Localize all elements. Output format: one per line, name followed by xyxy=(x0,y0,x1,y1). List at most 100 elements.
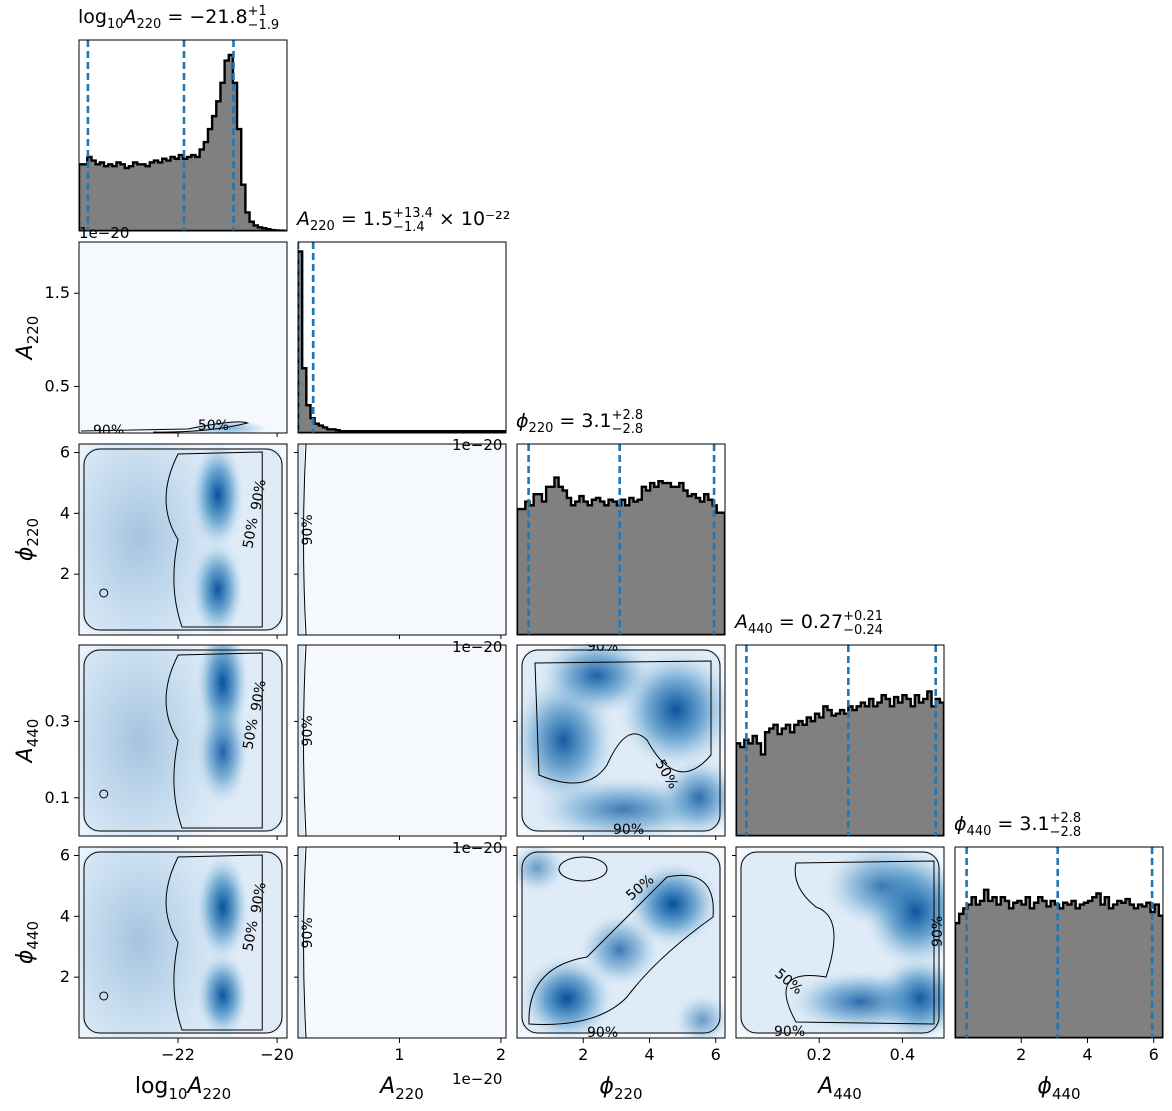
panel-hist-phi440 xyxy=(954,846,1164,1039)
panel-frame xyxy=(78,39,288,232)
histogram-bars xyxy=(736,690,944,836)
contour-island xyxy=(99,588,109,598)
contour-island xyxy=(558,856,608,882)
panel-phi440-vs-log10A220: 50%90% xyxy=(78,846,288,1039)
panel-phi220-vs-log10A220: 50%90% xyxy=(78,443,288,636)
y-tick-label: 2 xyxy=(60,967,70,986)
contour-90 xyxy=(83,448,283,631)
y-axis-label-phi440: ϕ440 xyxy=(13,921,42,964)
panel-frame xyxy=(78,644,288,837)
contour-label-90-top: 90% xyxy=(587,639,618,655)
panel-phi220-vs-A220: 90% xyxy=(297,443,507,636)
panel-frame xyxy=(78,443,288,636)
density-core xyxy=(630,865,716,944)
density-background xyxy=(298,645,506,836)
x-tick-label: 6 xyxy=(711,1045,721,1064)
density-background xyxy=(298,444,506,635)
density-core xyxy=(662,761,725,835)
panel-frame xyxy=(516,443,726,636)
density-core xyxy=(524,959,610,1038)
y-axis-label-A440: A440 xyxy=(13,719,42,765)
panel-title-A220: A220 = 1.5+13.4 −1.4 × 10⁻²² xyxy=(295,206,510,235)
x-tick-label: 0.4 xyxy=(890,1045,915,1064)
contour-label-50: 50% xyxy=(240,717,261,750)
x-tick-label: 2 xyxy=(578,1045,588,1064)
density-core xyxy=(828,847,935,925)
offset-text-row4: 1e−20 xyxy=(452,839,502,857)
contour-90 xyxy=(521,649,721,832)
contour-island xyxy=(99,789,109,799)
panel-frame xyxy=(735,644,945,837)
panel-frame xyxy=(297,241,507,434)
panel-hist-A440 xyxy=(735,644,945,837)
panel-frame xyxy=(78,241,288,434)
y-tick-label: 4 xyxy=(60,906,70,925)
panel-phi440-vs-A220: 90% xyxy=(297,846,507,1039)
panel-frame xyxy=(735,846,945,1039)
y-tick-label: 0.3 xyxy=(45,711,70,730)
y-tick-label: 6 xyxy=(60,443,70,462)
contour-label-90: 90% xyxy=(587,1025,618,1041)
contour-label-90: 90% xyxy=(248,679,269,712)
density-strip xyxy=(298,847,304,1038)
y-tick-label: 4 xyxy=(60,503,70,522)
histogram-bars xyxy=(517,476,725,635)
panel-A220-vs-log10A220: 50% 90% xyxy=(78,241,288,439)
contour-90 xyxy=(303,645,307,836)
histogram-bars xyxy=(298,250,506,433)
density-strip xyxy=(298,444,304,635)
offset-text-row3: 1e−20 xyxy=(452,638,502,656)
x-axis-label-log10A220: log10A220 xyxy=(135,1074,231,1103)
contour-label-90: 90% xyxy=(300,715,316,746)
density-core xyxy=(79,444,234,635)
x-tick-label: 1 xyxy=(394,1045,404,1064)
x-tick-label: 2 xyxy=(1016,1045,1026,1064)
x-tick-label: 0.2 xyxy=(806,1045,831,1064)
x-tick-label: 4 xyxy=(644,1045,654,1064)
panel-frame xyxy=(78,846,288,1039)
contour-island xyxy=(99,991,109,1001)
contour-label-90: 90% xyxy=(613,822,644,838)
histogram-bars xyxy=(79,53,287,231)
contour-label-50: 50% xyxy=(198,418,229,434)
x-tick-label: −20 xyxy=(260,1045,294,1064)
x-tick-label: 4 xyxy=(1082,1045,1092,1064)
contour-50 xyxy=(165,451,263,628)
contour-50 xyxy=(165,652,263,829)
contour-50 xyxy=(534,660,712,784)
contour-50 xyxy=(785,860,935,1025)
contour-label-90: 90% xyxy=(774,1024,805,1040)
panel-hist-log10A220 xyxy=(78,39,288,232)
contour-label-90: 90% xyxy=(300,514,316,545)
panel-hist-A220 xyxy=(297,241,507,434)
density-core xyxy=(582,915,657,984)
contour-50 xyxy=(528,874,714,1025)
x-tick-label: 2 xyxy=(496,1045,506,1064)
density-background xyxy=(79,242,287,433)
x-axis-label-A220: A220 xyxy=(378,1074,424,1103)
y-tick-label: 6 xyxy=(60,846,70,865)
contour-label-90: 90% xyxy=(248,478,269,511)
contour-label-90: 90% xyxy=(300,917,316,948)
panel-frame xyxy=(297,846,507,1039)
y-tick-label: 0.5 xyxy=(45,376,70,395)
y-tick-label: 0.1 xyxy=(45,788,70,807)
y-axis-label-A220: A220 xyxy=(13,316,42,362)
panel-title-log10A220: log10A220 = −21.8+1 −1.9 xyxy=(78,4,279,33)
contour-90 xyxy=(303,444,307,635)
offset-text-row2: 1e−20 xyxy=(452,436,502,454)
contour-label-50: 50% xyxy=(240,919,261,952)
contour-label-90: 90% xyxy=(93,423,124,439)
offset-text-x: 1e−20 xyxy=(452,1070,502,1088)
panel-A440-vs-log10A220: 50%90% xyxy=(78,644,288,837)
x-tick-label: 6 xyxy=(1149,1045,1159,1064)
y-tick-label: 2 xyxy=(60,564,70,583)
density-core xyxy=(517,847,564,893)
contour-90 xyxy=(740,851,940,1034)
contour-label-90: 90% xyxy=(248,881,269,914)
panel-frame xyxy=(297,443,507,636)
histogram-bars xyxy=(955,888,1163,1038)
y-tick-label: 1.5 xyxy=(45,283,70,302)
contour-90 xyxy=(303,847,307,1038)
panel-phi440-vs-phi220: 50%90% xyxy=(516,846,726,1041)
